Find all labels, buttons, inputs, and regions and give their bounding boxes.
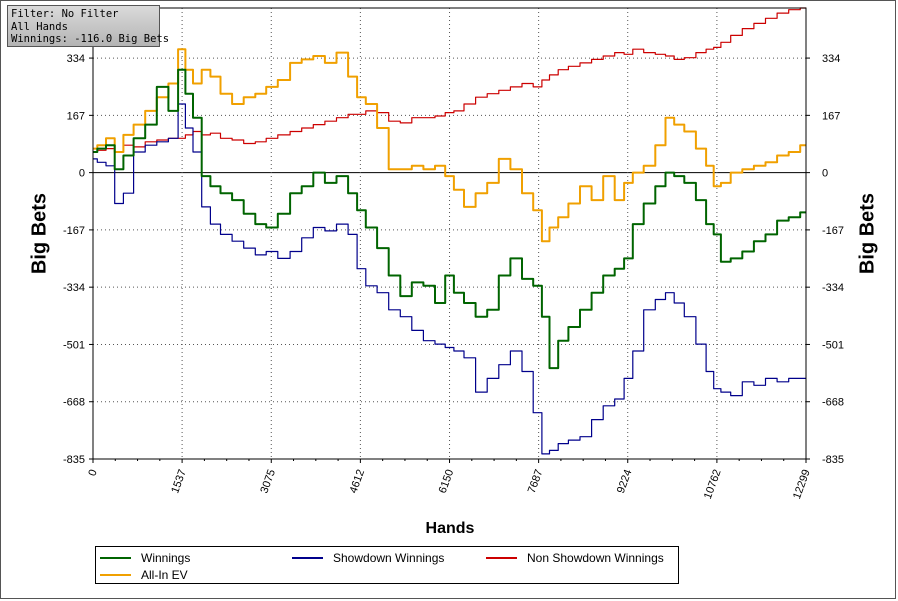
hands-line: All Hands: [11, 20, 68, 33]
plot-border: [92, 7, 807, 460]
y-tick-label-left: -334: [63, 282, 85, 294]
y-tick-label-left: -501: [63, 339, 85, 351]
legend-swatch-allin-ev: [100, 574, 131, 576]
y-tick-label-left: -835: [63, 454, 85, 466]
x-tick-label: 10762: [702, 468, 724, 501]
legend-swatch-non-showdown: [486, 557, 517, 559]
x-tick-label: 0: [86, 468, 99, 478]
x-tick-label: 12299: [791, 468, 813, 501]
y-tick-label-left: -668: [63, 397, 85, 409]
legend-item-winnings: Winnings: [100, 550, 190, 566]
filter-line: Filter: No Filter: [11, 8, 119, 20]
y-tick-label-right: -334: [822, 282, 844, 294]
winnings-line: Winnings: -116.0 Big Bets: [11, 33, 170, 45]
y-tick-label-left: 334: [67, 53, 85, 65]
y-axis-title-left: Big Bets: [28, 192, 51, 275]
y-tick-label-right: 167: [822, 110, 840, 122]
legend-item-non-showdown: Non Showdown Winnings: [486, 550, 664, 566]
legend-swatch-showdown: [292, 557, 323, 559]
y-tick-label-right: 334: [822, 53, 840, 65]
y-ticks-left: 334 167 0 -167 -334 -501 -668 -835: [63, 53, 93, 466]
legend-item-allin-ev: All-In EV: [100, 567, 188, 583]
y-tick-label-right: -668: [822, 397, 844, 409]
x-axis-title: Hands: [425, 520, 475, 537]
x-tick-label: 7687: [526, 468, 546, 495]
x-tick-label: 4612: [348, 468, 368, 495]
legend-label-allin-ev: All-In EV: [141, 568, 188, 582]
y-tick-label-right: -167: [822, 225, 844, 237]
series-line-all-in-ev: [93, 48, 806, 243]
legend-item-showdown: Showdown Winnings: [292, 550, 444, 566]
grid: [92, 8, 807, 460]
y-tick-label-right: -835: [822, 454, 844, 466]
legend-swatch-winnings: [100, 557, 131, 559]
legend: Winnings Showdown Winnings Non Showdown …: [95, 546, 679, 584]
y-tick-label-left: 0: [79, 168, 85, 180]
y-tick-label-right: 0: [822, 168, 828, 180]
filter-info-box: Filter: No Filter All Hands Winnings: -1…: [7, 5, 170, 47]
y-tick-label-left: -167: [63, 225, 85, 237]
legend-label-showdown: Showdown Winnings: [333, 551, 445, 565]
series: [93, 7, 806, 455]
x-tick-label: 6150: [437, 468, 457, 495]
x-tick-label: 1537: [169, 468, 189, 495]
x-tick-label: 9224: [615, 468, 635, 495]
x-ticks: 0 1537 3075 4612 6150 7687 9224 10762 12299: [86, 459, 813, 501]
x-tick-label: 3075: [258, 468, 278, 495]
series-line-winnings: [93, 68, 806, 370]
y-axis-title-right: Big Bets: [856, 192, 879, 275]
legend-label-non-showdown: Non Showdown Winnings: [527, 551, 664, 565]
y-tick-label-right: -501: [822, 339, 844, 351]
y-tick-label-left: 167: [67, 110, 85, 122]
legend-label-winnings: Winnings: [141, 551, 191, 565]
y-ticks-right: 334 167 0 -167 -334 -501 -668 -835: [806, 53, 844, 466]
